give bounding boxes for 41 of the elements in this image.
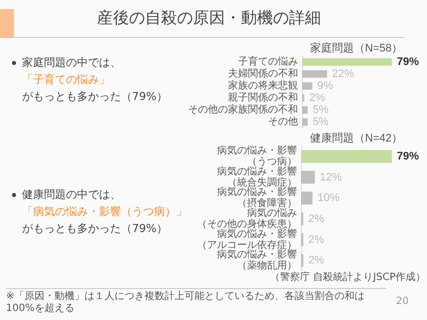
bar bbox=[301, 192, 312, 205]
bar bbox=[301, 150, 392, 163]
text: 「子育ての悩み」 bbox=[21, 72, 111, 88]
data-label: 9% bbox=[317, 80, 334, 92]
data-label: 5% bbox=[312, 104, 329, 116]
chart-title: 健康問題（N=42） bbox=[310, 132, 403, 144]
bar bbox=[302, 70, 328, 78]
bar bbox=[302, 58, 392, 66]
text: 産後の自殺の原因・動機の詳細 bbox=[96, 8, 322, 29]
text: がもっとも多かった（79%） bbox=[21, 221, 168, 237]
data-label: 2% bbox=[309, 92, 326, 104]
text: （警察庁 自殺統計よりJSCP作成） bbox=[270, 270, 426, 284]
y-tick-label: 家族の将来悲観 bbox=[228, 80, 298, 92]
y-tick-label: 夫婦関係の不和 bbox=[228, 68, 298, 80]
text: がもっとも多かった（79%） bbox=[21, 89, 168, 105]
data-label: 2% bbox=[308, 234, 324, 246]
y-tick-label: 病気の悩み・影響（うつ病） bbox=[217, 144, 297, 168]
text: 家庭問題の中では、 bbox=[21, 55, 122, 71]
data-label: 2% bbox=[308, 212, 324, 225]
y-tick-label: 病気の悩み・影響（薬物乱用） bbox=[217, 248, 297, 272]
text: 健康問題の中では、 bbox=[21, 187, 122, 203]
y-tick-label: 病気の悩み（その他の身体疾患） bbox=[197, 206, 297, 230]
text: ※「原因・動機」は１人につき複数計上可能としているため、各該当割合の和は100%を超える bbox=[6, 288, 386, 315]
data-label: 79% bbox=[396, 150, 420, 162]
chart-title: 家庭問題（N=58） bbox=[310, 42, 403, 54]
y-tick-label: 親子関係の不和 bbox=[228, 92, 298, 104]
bar bbox=[302, 82, 312, 90]
data-label: 12% bbox=[320, 171, 342, 184]
data-label: 5% bbox=[312, 116, 329, 128]
y-tick-label: その他 bbox=[268, 116, 298, 128]
data-label: 22% bbox=[332, 68, 354, 80]
data-label: 10% bbox=[318, 192, 340, 204]
data-label: 2% bbox=[308, 254, 324, 267]
bar bbox=[302, 106, 308, 114]
text: 「病気の悩み・影響（うつ病）」 bbox=[21, 204, 188, 220]
y-tick-label: その他の家族関係の不和 bbox=[188, 104, 298, 116]
text: 20 bbox=[396, 296, 409, 307]
y-tick-label: 子育ての悩み bbox=[238, 56, 298, 68]
bar bbox=[301, 170, 315, 184]
data-label: 79% bbox=[396, 56, 420, 68]
bar bbox=[302, 118, 308, 126]
